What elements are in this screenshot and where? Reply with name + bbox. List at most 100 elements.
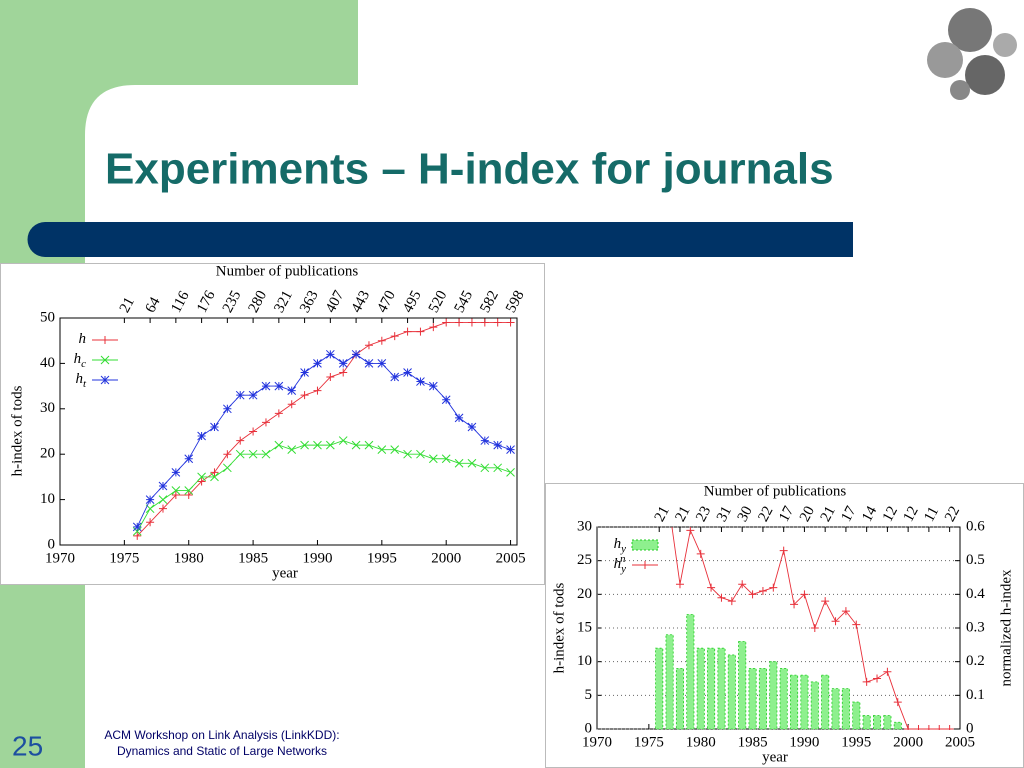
x-tick-label: 1990 [789, 734, 819, 750]
x-tick-label: 2005 [945, 734, 975, 750]
point [883, 667, 892, 676]
point [300, 440, 309, 450]
bar [655, 647, 664, 730]
y-tick-label: 20 [40, 446, 55, 462]
point [480, 318, 489, 327]
point [158, 504, 167, 513]
point [351, 440, 361, 450]
point [313, 440, 322, 450]
point [800, 590, 809, 599]
point [403, 368, 412, 377]
bar [893, 721, 902, 730]
x-axis-label: year [272, 565, 298, 581]
y2-tick-label: 0.2 [966, 653, 985, 669]
point [300, 391, 309, 400]
point [441, 454, 451, 464]
point [428, 454, 438, 464]
bar [779, 668, 788, 730]
x2-tick-label: 31 [714, 504, 735, 525]
point [274, 409, 283, 418]
legend-marker [101, 336, 109, 344]
point [287, 386, 297, 395]
point [935, 725, 944, 730]
x-tick-label: 1995 [841, 734, 871, 750]
x-tick-label: 1970 [45, 550, 75, 566]
point [810, 624, 819, 632]
point [377, 445, 387, 455]
point [210, 472, 219, 482]
x2-tick-label: 14 [859, 503, 880, 524]
x-tick-label: 1985 [738, 734, 768, 750]
point [158, 495, 168, 504]
legend-marker [100, 355, 110, 365]
bar [696, 647, 705, 730]
point [261, 381, 271, 391]
title-bar [27, 222, 853, 257]
x2-tick-label: 17 [838, 503, 859, 524]
x2-tick-label: 17 [776, 503, 797, 524]
point [171, 468, 181, 477]
y2-tick-label: 0 [966, 720, 974, 736]
point [416, 327, 425, 336]
point [325, 349, 335, 359]
point [493, 318, 502, 327]
bar [821, 674, 830, 730]
point [945, 725, 954, 730]
point [236, 436, 245, 445]
y-tick-label: 20 [577, 586, 592, 602]
point [506, 445, 515, 455]
x2-tick-label: 21 [117, 295, 138, 316]
point [210, 422, 219, 432]
legend-marker [100, 375, 110, 385]
point [893, 698, 902, 707]
plot-frame [59, 317, 518, 546]
point [403, 327, 412, 336]
point [197, 472, 206, 482]
point [261, 418, 270, 427]
point [261, 449, 271, 459]
point [790, 600, 799, 609]
y2-tick-label: 0.4 [966, 586, 985, 602]
point [390, 332, 399, 341]
point [146, 518, 155, 527]
x2-tick-label: 23 [693, 504, 714, 525]
point [222, 463, 232, 473]
y-tick-label: 25 [577, 552, 592, 568]
point [390, 372, 400, 382]
point [748, 590, 757, 599]
point [454, 413, 464, 423]
point [675, 580, 684, 589]
slide-title: Experiments – H-index for journals [105, 145, 834, 194]
bar [769, 661, 778, 730]
x2-tick-label: 22 [755, 504, 776, 525]
y-tick-label: 0 [48, 536, 56, 552]
point [171, 491, 180, 500]
point [158, 481, 168, 491]
y2-axis-label: normalized h-index [998, 569, 1014, 687]
x-tick-label: 2000 [431, 550, 461, 566]
x2-tick-label: 20 [797, 504, 818, 525]
point [339, 368, 348, 377]
bar [686, 614, 695, 730]
x-tick-label: 1975 [109, 550, 139, 566]
x2-tick-label: 12 [901, 504, 922, 525]
point [428, 381, 438, 391]
x-tick-label: 1980 [686, 734, 716, 750]
chart-frame [0, 263, 545, 585]
bar [852, 701, 861, 730]
point [235, 449, 245, 459]
y-axis-label: h-index of tods [9, 385, 25, 476]
bar [831, 688, 840, 730]
point [707, 583, 716, 592]
point [779, 546, 788, 555]
point [287, 445, 297, 455]
bar [800, 674, 809, 730]
bar [717, 647, 726, 730]
point [480, 436, 490, 445]
point [831, 617, 840, 626]
bar [841, 688, 850, 730]
point [338, 359, 348, 368]
legend-label: hc [74, 351, 87, 369]
point [821, 597, 830, 606]
legend-label: hyn [614, 553, 627, 575]
